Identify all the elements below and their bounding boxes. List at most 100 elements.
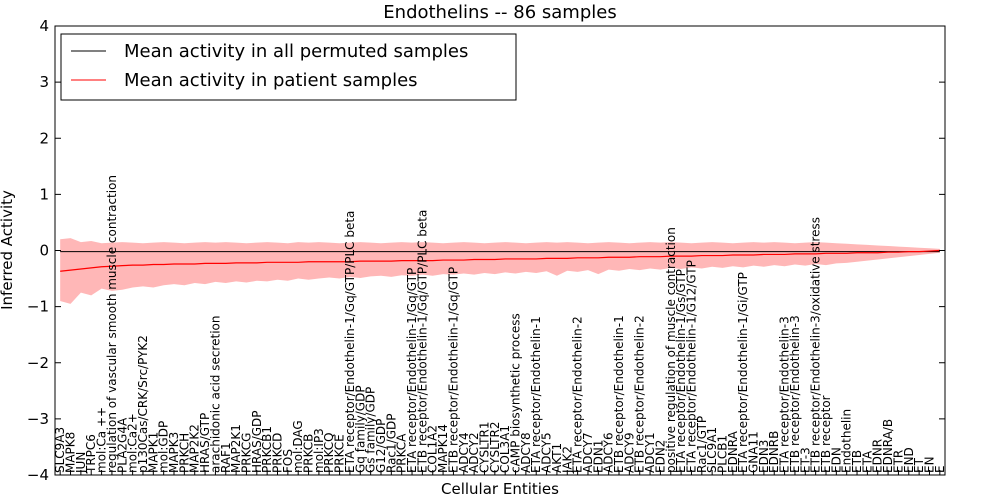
x-tick-label: MAP2K2	[188, 424, 202, 473]
chart-title: Endothelins -- 86 samples	[383, 2, 616, 23]
x-tick-label: TRPC6	[84, 434, 98, 474]
x-tick-label: ADCY1	[643, 432, 657, 473]
x-tick-label: mol:Ca2+	[126, 413, 140, 473]
x-tick-label: ETA	[860, 450, 874, 473]
x-tick-label: RAF1	[219, 442, 233, 473]
x-tick-label: EN	[922, 456, 936, 473]
x-tick-label: EDN2	[653, 440, 667, 473]
x-tick-label: ADCY4	[457, 432, 471, 473]
plot-frame	[54, 25, 946, 476]
x-tick-label: ADCY8	[519, 432, 533, 473]
x-tick-label: ETA receptor/Endothelin-1	[529, 316, 543, 473]
x-tick-label: ET-3	[798, 447, 812, 473]
patient-mean-line	[60, 249, 940, 272]
x-tick-label: cAMP biosynthetic process	[509, 313, 523, 473]
x-tick-label: ETB receptor/Endothelin-1/Gq/GTP/PLC bet…	[415, 210, 429, 473]
y-tick-label: −4	[27, 466, 49, 484]
x-tick-label: mol:GDP	[157, 421, 171, 473]
y-tick-label: 4	[39, 17, 49, 35]
x-tick-label: ADCY7	[581, 432, 595, 473]
x-tick-label: G12/GDP	[374, 419, 388, 473]
x-tick-label: EDNRA/B	[881, 419, 895, 473]
x-tick-label: ETA receptor/Endothelin-1/Gq/GTP/PLC bet…	[343, 211, 357, 473]
x-tick-label: ETB receptor/Endothelin-3/oxidative stre…	[809, 217, 823, 473]
legend-label-patient: Mean activity in patient samples	[124, 70, 418, 91]
x-tick-label: JAK2	[560, 446, 574, 474]
y-tick-label: 3	[39, 73, 49, 91]
x-tick-label: PRKCE	[333, 434, 347, 473]
x-tick-label: mol:IP3	[312, 428, 326, 473]
x-tick-label: Rac1/GTP	[695, 416, 709, 473]
legend: Mean activity in all permuted samples Me…	[60, 33, 517, 101]
x-tick-label: ADCY5	[540, 432, 554, 473]
x-tick-label: ETA receptor/Endothelin-1/G12/GTP	[684, 260, 698, 473]
x-tick-label: p130Cas/CRK/Src/PYK2	[136, 335, 150, 473]
x-tick-label: MAPK3	[167, 432, 181, 473]
x-tick-label: ETB	[850, 450, 864, 473]
x-tick-label: CYSLTR2	[488, 422, 502, 473]
x-tick-label: regulation of vascular smooth muscle con…	[105, 175, 119, 473]
x-tick-label: HRAS/GTP	[198, 413, 212, 473]
x-tick-label: ETA receptor/Endothelin-1/Gi/GTP	[736, 272, 750, 473]
x-tick-label: PRKCD	[271, 433, 285, 473]
x-tick-label: ET	[912, 457, 926, 473]
x-tick-label: COL1A2	[426, 425, 440, 473]
x-tick-label: MAPK1	[146, 432, 160, 473]
plot-area	[60, 238, 940, 304]
x-tick-label: ETB receptor/Endothelin-1	[612, 315, 626, 473]
x-tick-label: CYSLTR1	[477, 422, 491, 473]
x-tick-label: E	[933, 465, 947, 473]
legend-box	[60, 33, 517, 101]
y-axis-label: Inferred Activity	[0, 190, 16, 310]
legend-label-permuted: Mean activity in all permuted samples	[124, 41, 468, 62]
x-tick-label: ETB receptor/Endothelin-3	[788, 315, 802, 473]
x-axis-label: Cellular Entities	[441, 480, 559, 498]
y-tick-label: 1	[39, 185, 49, 203]
x-tick-label: ETR	[891, 450, 905, 473]
x-tick-label: PRKCA	[395, 433, 409, 473]
x-tick-label: EDNRB	[767, 431, 781, 473]
x-tick-label: ETA receptor/Endothelin-1/Gq/GTP	[405, 268, 419, 473]
y-tick-label: −1	[27, 298, 49, 316]
x-tick-label: positive regulation of muscle contractio…	[664, 227, 678, 473]
x-tick-label: PRKCB1	[260, 426, 274, 473]
x-tick-label: ETA receptor/Endothelin-2	[571, 316, 585, 473]
x-tick-label: EDNRA	[726, 430, 740, 473]
x-tick-label: HRAS/GDP	[250, 410, 264, 473]
x-tick-label: PLA2G4A	[115, 417, 129, 473]
x-tick-label: END	[902, 447, 916, 473]
x-tick-label: COL3A1	[498, 425, 512, 473]
y-tick-label: −3	[27, 410, 49, 428]
y-tick-label: 2	[39, 129, 49, 147]
x-tick-label: Gs family/GDP	[364, 387, 378, 473]
x-tick-label: arachidonic acid secretion	[208, 316, 222, 473]
y-tick-label: 0	[39, 242, 49, 260]
x-tick-label: AKT1	[550, 443, 564, 473]
x-tick-label: Rac1/GDP	[384, 414, 398, 473]
x-tick-label: PRKCQ	[322, 432, 336, 473]
x-tick-label: ETA receptor/Endothelin-3	[778, 316, 792, 473]
x-tick-label: SLC9A1	[705, 427, 719, 473]
x-tick-label: ETB receptor	[819, 395, 833, 473]
x-tick-label: PRKCB	[302, 434, 316, 473]
y-axis-ticks: −4 −3 −2 −1 0 1 2 3 4	[27, 17, 945, 484]
x-tick-label: PRKCH	[177, 433, 191, 473]
x-tick-label: ETB receptor/Endothelin-1/Gq/GTP	[446, 267, 460, 473]
x-tick-label: mol:DAG	[291, 420, 305, 473]
x-tick-label: Gq family/GDP	[353, 385, 367, 473]
x-tick-label: JUN	[74, 452, 88, 474]
x-tick-label: EDN	[829, 447, 843, 473]
x-tick-label: ADCY9	[622, 432, 636, 473]
patient-band	[60, 238, 940, 304]
x-tick-label: ADCY2	[467, 432, 481, 473]
y-tick-label: −2	[27, 354, 49, 372]
x-tick-label: mol:Ca ++	[95, 407, 109, 473]
x-tick-label: SLC9A3	[53, 427, 67, 473]
x-tick-label: MAP2K1	[229, 424, 243, 473]
x-tick-label: EDN3	[757, 440, 771, 473]
x-tick-label: MAPK14	[436, 424, 450, 473]
x-tick-label: ADCY6	[602, 432, 616, 473]
x-tick-label: FOS	[281, 449, 295, 473]
